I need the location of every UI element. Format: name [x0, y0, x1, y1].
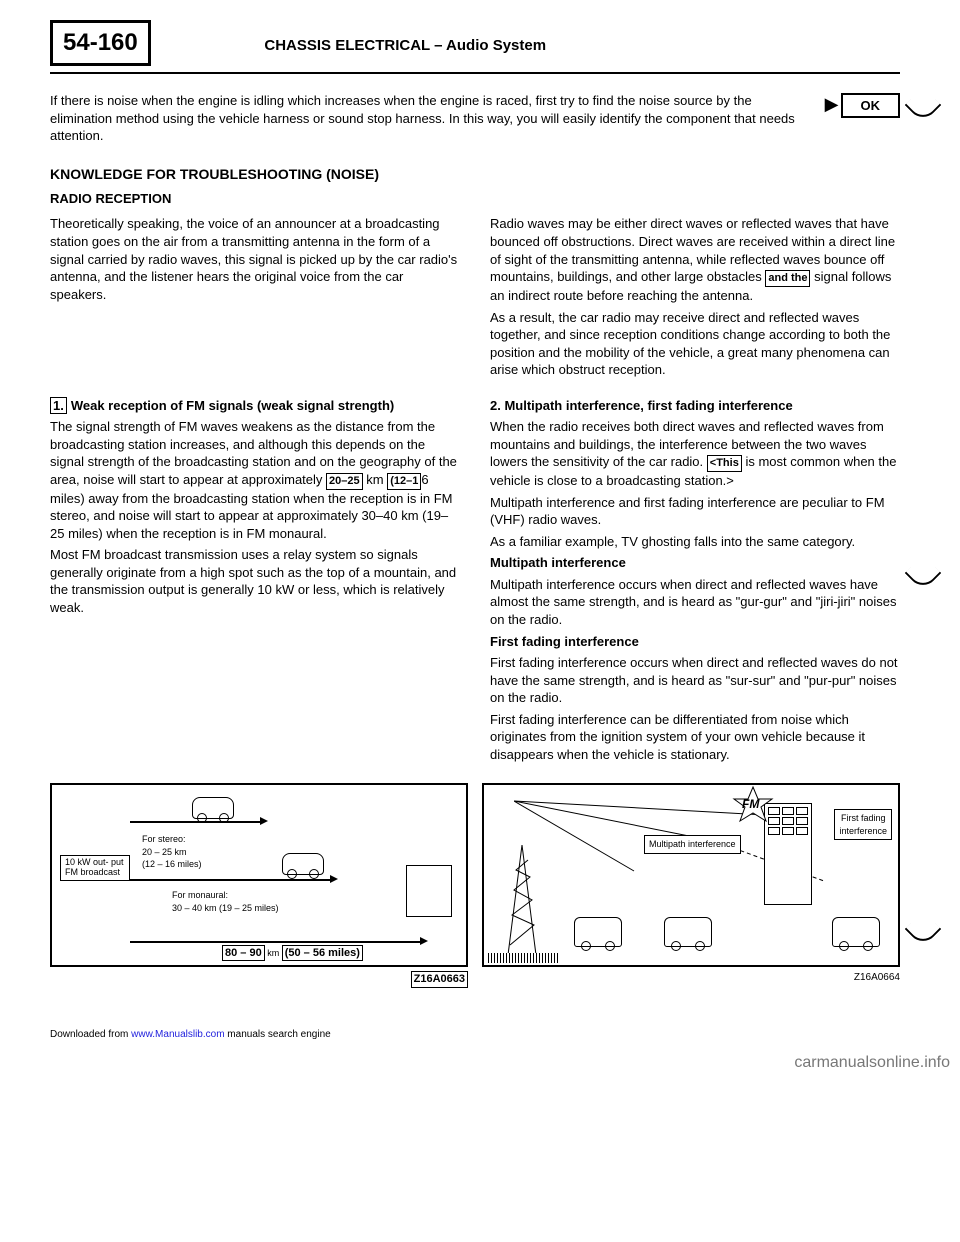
- listener-car-icon: [832, 917, 880, 947]
- mi-fade-body1: First fading interference occurs when di…: [490, 654, 900, 707]
- multipath-title: 2. Multipath interference, first fading …: [490, 397, 900, 415]
- page-header: CHASSIS ELECTRICAL – Audio System: [264, 36, 546, 56]
- margin-arc-mid: [905, 555, 942, 592]
- fig2-multipath-label: Multipath interference: [644, 835, 741, 853]
- car-icon: [192, 797, 234, 819]
- header-rule: [50, 72, 900, 74]
- mi-multi-body: Multipath interference occurs when direc…: [490, 576, 900, 629]
- mi-multi-title: Multipath interference: [490, 554, 900, 572]
- fig1-mono-label: For monaural: 30 – 40 km (19 – 25 miles): [172, 889, 279, 913]
- reception-para2: Radio waves may be either direct waves o…: [490, 215, 900, 304]
- fig1-stereo-label: For stereo: 20 – 25 km (12 – 16 miles): [142, 833, 202, 869]
- fig1-footer-label: 80 – 90 km (50 – 56 miles): [222, 945, 363, 962]
- fm-weak-body1: The signal strength of FM waves weakens …: [50, 418, 460, 542]
- speaker-icon: [406, 865, 452, 917]
- mi-fade-title: First fading interference: [490, 633, 900, 651]
- ground-shade: [488, 953, 558, 963]
- reception-para3: As a result, the car radio may receive d…: [490, 309, 900, 379]
- fm-weak-title: 1.1. Weak reception of FM signals (weak …: [50, 397, 460, 415]
- section-knowledge-title: KNOWLEDGE FOR TROUBLESHOOTING (NOISE): [50, 165, 900, 184]
- multipath-body2: Multipath interference and first fading …: [490, 494, 900, 529]
- watermark: carmanualsonline.info: [794, 1052, 950, 1074]
- fig2-fading-label: First fading interference: [834, 809, 892, 839]
- car-icon: [282, 853, 324, 875]
- footer-link[interactable]: www.Manualslib.com: [131, 1029, 224, 1040]
- fig1-code: Z16A0663: [50, 971, 468, 988]
- multipath-body1: When the radio receives both direct wave…: [490, 418, 900, 489]
- fm-weak-body2: Most FM broadcast transmission uses a re…: [50, 546, 460, 616]
- footer-text: Downloaded from www.Manualslib.com manua…: [50, 1028, 900, 1042]
- margin-arc-bottom: [905, 910, 942, 947]
- radio-reception-title: RADIO RECEPTION: [50, 190, 900, 208]
- fig1-broadcast-box: 10 kW out- put FM broadcast: [60, 855, 130, 881]
- fm-star-icon: FM: [728, 785, 778, 831]
- listener-car-icon: [664, 917, 712, 947]
- mi-fade-body2: First fading interference can be differe…: [490, 711, 900, 764]
- multipath-body3: As a familiar example, TV ghosting falls…: [490, 533, 900, 551]
- ok-badge: ▶OK: [825, 92, 900, 116]
- figure-multipath: FM Multipath interference First fading i…: [482, 783, 900, 988]
- intro-text: If there is noise when the engine is idl…: [50, 92, 805, 145]
- reception-para1: Theoretically speaking, the voice of an …: [50, 215, 460, 303]
- figure-fm-range: 10 kW out- put FM broadcast For stereo: …: [50, 783, 468, 988]
- page-number: 54-160: [50, 20, 151, 66]
- listener-car-icon: [574, 917, 622, 947]
- margin-arc-top: [905, 87, 942, 124]
- fig2-code: Z16A0664: [482, 971, 900, 985]
